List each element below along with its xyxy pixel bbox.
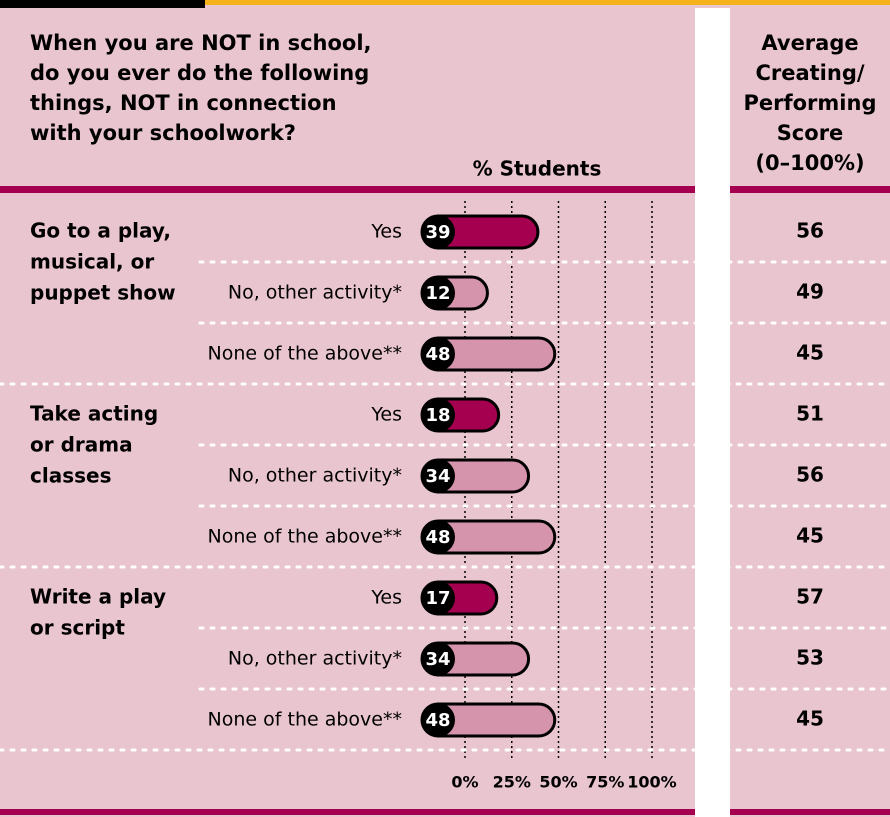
response-label: Yes: [370, 587, 402, 609]
group-label: puppet show: [30, 281, 176, 305]
group-label: or drama: [30, 433, 133, 457]
title-line: things, NOT in connection: [30, 91, 337, 115]
top-band-orange: [205, 0, 890, 5]
header-rule: [0, 186, 695, 193]
bottom-rule: [730, 809, 890, 815]
response-label: None of the above**: [208, 526, 402, 548]
value-badge: [421, 581, 455, 615]
score: 57: [796, 585, 824, 609]
score: 49: [796, 280, 824, 304]
score-header-line: Performing: [744, 91, 877, 115]
score: 51: [796, 402, 824, 426]
score: 56: [796, 219, 824, 243]
title-line: with your schoolwork?: [30, 121, 296, 145]
score-header-line: Creating/: [755, 61, 864, 85]
score: 56: [796, 463, 824, 487]
header-rule: [730, 186, 890, 193]
column-gap: [695, 8, 730, 817]
x-axis-label: % Students: [473, 157, 602, 181]
value-label: 48: [425, 527, 450, 548]
value-badge: [421, 215, 455, 249]
response-label: Yes: [370, 221, 402, 243]
x-tick-label: 50%: [539, 773, 577, 792]
value-label: 34: [425, 466, 450, 487]
group-label: classes: [30, 464, 111, 488]
value-badge: [421, 276, 455, 310]
response-label: No, other activity*: [228, 282, 402, 304]
score-header-line: Score: [777, 121, 844, 145]
value-badge: [421, 398, 455, 432]
value-badge: [421, 337, 455, 371]
value-label: 12: [425, 283, 450, 304]
group-label: Take acting: [30, 402, 158, 426]
value-label: 48: [425, 710, 450, 731]
group-label: or script: [30, 616, 125, 640]
title-line: do you ever do the following: [30, 61, 369, 85]
score: 45: [796, 524, 824, 548]
response-label: Yes: [370, 404, 402, 426]
group-label: Go to a play,: [30, 219, 171, 243]
response-label: None of the above**: [208, 343, 402, 365]
x-tick-label: 100%: [627, 773, 676, 792]
value-label: 17: [425, 588, 450, 609]
value-badge: [421, 642, 455, 676]
response-label: No, other activity*: [228, 648, 402, 670]
value-badge: [421, 459, 455, 493]
value-label: 34: [425, 649, 450, 670]
x-tick-label: 25%: [493, 773, 531, 792]
response-label: None of the above**: [208, 709, 402, 731]
value-badge: [421, 703, 455, 737]
top-band-black: [0, 0, 205, 8]
score-header-line: (0–100%): [755, 151, 864, 175]
x-tick-label: 0%: [451, 773, 478, 792]
bottom-rule: [0, 809, 695, 815]
score-header-line: Average: [761, 31, 858, 55]
title-line: When you are NOT in school,: [30, 31, 372, 55]
value-badge: [421, 520, 455, 554]
score: 53: [796, 646, 824, 670]
response-label: No, other activity*: [228, 465, 402, 487]
group-label: Write a play: [30, 585, 166, 609]
value-label: 39: [425, 222, 450, 243]
x-tick-label: 75%: [586, 773, 624, 792]
value-label: 48: [425, 344, 450, 365]
group-label: musical, or: [30, 250, 154, 274]
score: 45: [796, 341, 824, 365]
value-label: 18: [425, 405, 450, 426]
score: 45: [796, 707, 824, 731]
